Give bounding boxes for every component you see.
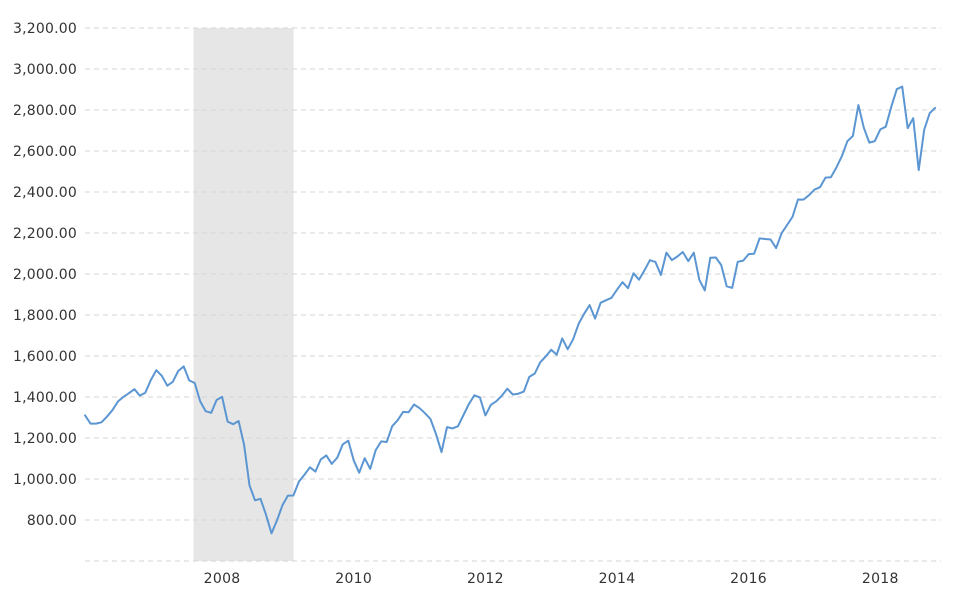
y-axis-tick-label: 2,200.00 bbox=[13, 226, 77, 242]
y-axis-tick-label: 2,000.00 bbox=[13, 267, 77, 283]
recession-band bbox=[193, 28, 294, 561]
y-axis-tick-label: 1,800.00 bbox=[13, 308, 77, 324]
y-axis-tick-label: 2,800.00 bbox=[13, 103, 77, 119]
y-axis-tick-label: 1,400.00 bbox=[13, 390, 77, 406]
x-axis-tick-label: 2010 bbox=[335, 571, 372, 587]
y-axis-tick-label: 2,600.00 bbox=[13, 144, 77, 160]
x-axis-tick-label: 2012 bbox=[467, 571, 504, 587]
x-axis-tick-label: 2016 bbox=[730, 571, 767, 587]
y-axis-tick-label: 800.00 bbox=[27, 513, 77, 529]
y-axis-tick-label: 1,000.00 bbox=[13, 472, 77, 488]
x-axis-tick-label: 2008 bbox=[204, 571, 241, 587]
x-axis-tick-label: 2014 bbox=[599, 571, 636, 587]
y-axis-tick-label: 2,400.00 bbox=[13, 185, 77, 201]
y-axis-tick-label: 1,600.00 bbox=[13, 349, 77, 365]
x-axis-tick-label: 2018 bbox=[862, 571, 899, 587]
y-axis-tick-label: 3,000.00 bbox=[13, 62, 77, 78]
y-axis-tick-label: 1,200.00 bbox=[13, 431, 77, 447]
price-line bbox=[84, 85, 937, 535]
y-axis-tick-label: 3,200.00 bbox=[13, 21, 77, 37]
